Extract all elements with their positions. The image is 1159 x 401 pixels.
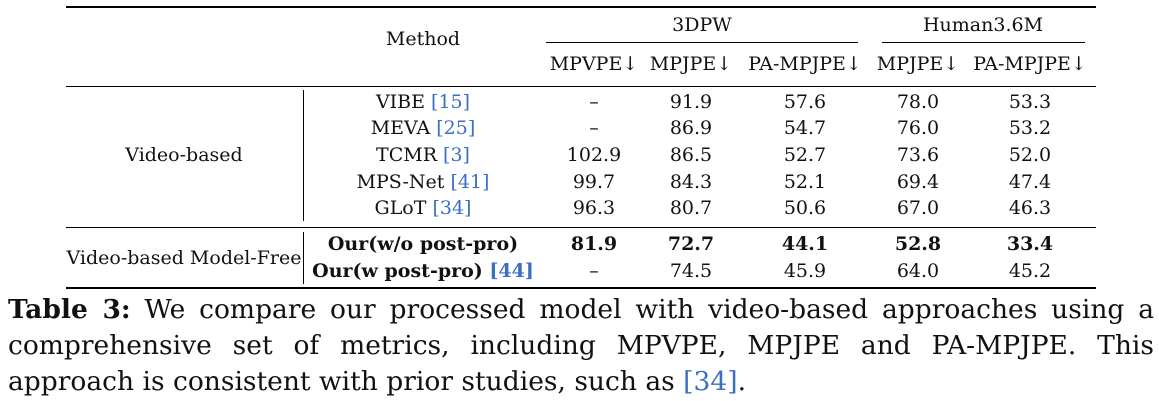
method-name: TCMR [3] — [376, 144, 470, 166]
table-cell: 46.3 — [1008, 197, 1052, 219]
table-cell: 99.7 — [572, 171, 616, 193]
table-cell: 102.9 — [566, 144, 622, 166]
table-cell: 69.4 — [896, 171, 940, 193]
column-header-pa-mpjpe-3dpw: PA-MPJPE↓ — [748, 53, 862, 75]
group-header-human36m: Human3.6M — [922, 14, 1044, 36]
table-cell: 86.9 — [669, 117, 713, 139]
citation-link[interactable]: [15] — [431, 91, 471, 113]
method-name: Our(w/o post-pro) — [327, 233, 519, 255]
table-cell: 45.9 — [783, 260, 827, 282]
table-cell: 57.6 — [783, 91, 827, 113]
section-label-video-based: Video-based — [125, 144, 243, 166]
table-cell: 96.3 — [572, 197, 616, 219]
table-cell: 73.6 — [896, 144, 940, 166]
section-rule — [66, 227, 1096, 228]
h36m-cmidrule — [882, 42, 1085, 43]
table-cell: – — [589, 260, 599, 282]
table-cell: 50.6 — [783, 197, 827, 219]
table-cell: 52.0 — [1008, 144, 1052, 166]
citation-link[interactable]: [44] — [489, 260, 534, 282]
table-cell: – — [589, 91, 599, 113]
method-header: Method — [385, 28, 461, 50]
table-cell: 53.3 — [1008, 91, 1052, 113]
column-header-mpjpe-3dpw: MPJPE↓ — [649, 53, 733, 75]
table-cell: 64.0 — [896, 260, 940, 282]
header-rule — [66, 86, 1096, 87]
table-cell: – — [589, 117, 599, 139]
table-cell: 47.4 — [1008, 171, 1052, 193]
caption-end: . — [737, 366, 746, 397]
table-cell: 80.7 — [669, 197, 713, 219]
table-cell: 78.0 — [896, 91, 940, 113]
citation-link[interactable]: [25] — [436, 117, 476, 139]
column-header-pa-mpjpe-h36m: PA-MPJPE↓ — [973, 53, 1087, 75]
vertical-separator-video-based — [303, 90, 304, 221]
table-cell: 86.5 — [669, 144, 713, 166]
vertical-separator-model-free — [303, 232, 304, 284]
table-cell: 84.3 — [669, 171, 713, 193]
top-rule — [66, 6, 1096, 8]
method-name: MPS-Net [41] — [356, 171, 490, 193]
column-header-mpvpe: MPVPE↓ — [549, 53, 639, 75]
caption-citation-link[interactable]: [34] — [683, 366, 738, 397]
section-label-model-free: Video-based Model-Free — [66, 247, 302, 269]
table-cell: 74.5 — [669, 260, 713, 282]
table-cell: 67.0 — [896, 197, 940, 219]
table-cell: 54.7 — [783, 117, 827, 139]
table-caption: Table 3: We compare our processed model … — [8, 292, 1154, 400]
citation-link[interactable]: [34] — [432, 197, 472, 219]
method-name: VIBE [15] — [375, 91, 471, 113]
table-cell: 53.2 — [1008, 117, 1052, 139]
table-cell: 81.9 — [570, 233, 618, 255]
column-header-mpjpe-h36m: MPJPE↓ — [876, 53, 960, 75]
method-name: Our(w post-pro) [44] — [312, 260, 534, 282]
table-cell: 45.2 — [1008, 260, 1052, 282]
table-cell: 91.9 — [669, 91, 713, 113]
caption-label: Table 3: — [8, 294, 131, 325]
bottom-rule — [66, 287, 1096, 289]
method-name: GLoT [34] — [374, 197, 472, 219]
table-cell: 52.1 — [783, 171, 827, 193]
table-cell: 52.7 — [783, 144, 827, 166]
table-cell: 72.7 — [667, 233, 715, 255]
table-cell: 52.8 — [894, 233, 942, 255]
table-cell: 76.0 — [896, 117, 940, 139]
caption-text: We compare our processed model with vide… — [8, 294, 1154, 397]
method-name: MEVA [25] — [370, 117, 476, 139]
table-cell: 33.4 — [1006, 233, 1054, 255]
citation-link[interactable]: [41] — [450, 171, 490, 193]
group-header-3dpw: 3DPW — [672, 14, 732, 36]
citation-link[interactable]: [3] — [443, 144, 470, 166]
3dpw-cmidrule — [546, 42, 858, 43]
table-cell: 44.1 — [781, 233, 829, 255]
